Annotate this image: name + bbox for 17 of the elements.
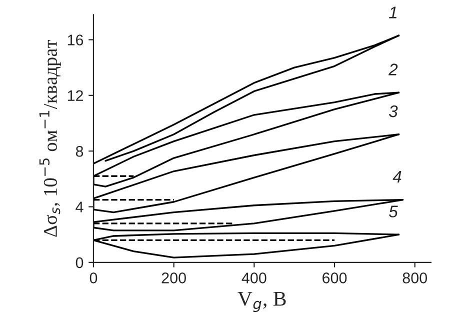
x-tick-label: 600: [322, 272, 347, 284]
y-tick-label: 8: [76, 146, 84, 157]
x-tick-label: 200: [162, 272, 186, 284]
series-label: 4: [392, 170, 402, 182]
x-tick-label: 400: [242, 272, 266, 284]
series-label: 3: [388, 105, 398, 118]
y-tick-label: 0: [76, 257, 84, 268]
series-label: 2: [388, 64, 398, 76]
x-tick-label: 0: [90, 272, 98, 284]
y-tick-label: 4: [76, 202, 84, 212]
y-axis-title: Δσ$_{s}$, 10$^{−5}$ ом$^{−1}$/квадрат: [39, 40, 61, 237]
y-tick-label: 16: [68, 34, 84, 46]
series-label: 1: [389, 6, 396, 18]
x-axis-title: V$_{g}$, В: [238, 292, 286, 312]
y-tick-label: 12: [68, 90, 83, 101]
x-tick-label: 800: [402, 272, 427, 284]
series-label: 5: [388, 206, 398, 218]
